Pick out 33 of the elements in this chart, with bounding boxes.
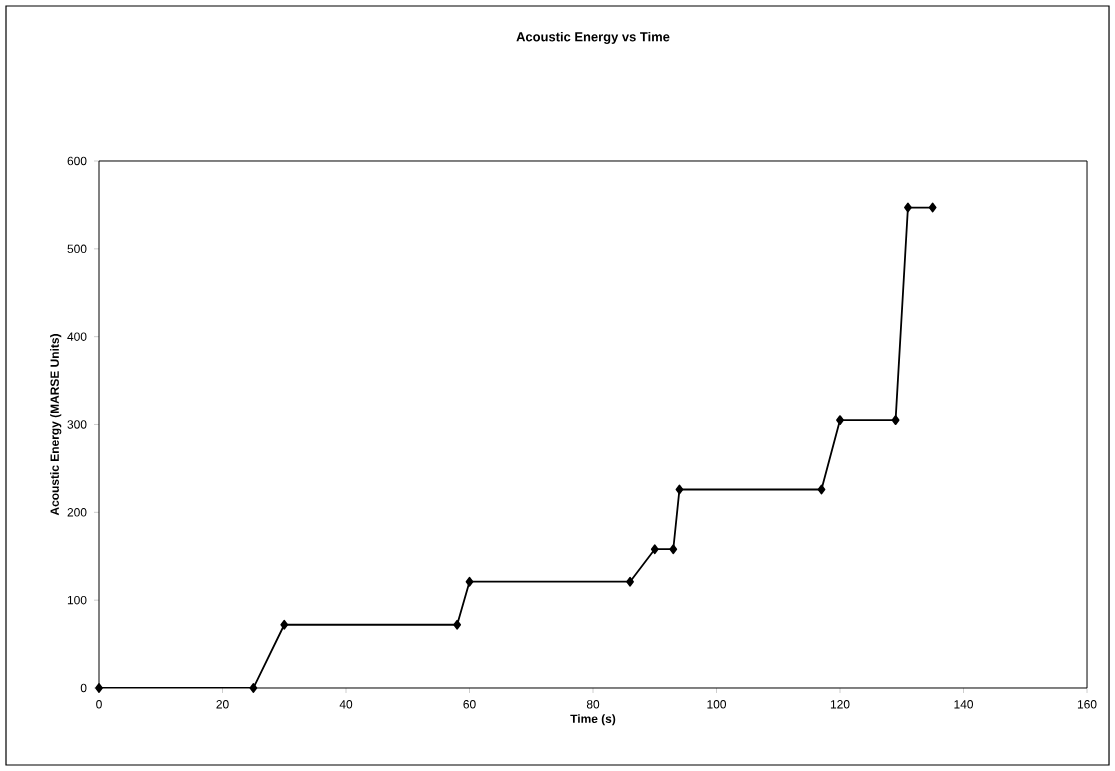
point	[891, 415, 900, 425]
y-tick-label: 600	[67, 156, 87, 166]
y-tick-label: 300	[67, 420, 87, 429]
y-tick-label: 100	[67, 595, 87, 605]
y-tick-label: 400	[67, 332, 87, 341]
y-tick-label: 0	[80, 683, 87, 693]
point	[453, 619, 462, 630]
point	[817, 484, 826, 495]
x-tick-label: 100	[707, 700, 727, 709]
x-tick-label: 0	[96, 700, 102, 709]
x-tick-label: 60	[463, 700, 476, 709]
x-tick-label: 40	[339, 700, 353, 709]
y-tick-label: 200	[67, 508, 87, 517]
point	[928, 202, 937, 213]
point	[95, 683, 103, 693]
point	[280, 619, 289, 630]
point	[249, 683, 258, 693]
y-axis-title: Acoustic Energy (MARSE Units)	[50, 334, 62, 516]
y-tick-label: 500	[67, 244, 87, 254]
x-tick-label: 120	[830, 700, 850, 709]
point	[465, 576, 474, 587]
x-tick-label: 20	[216, 700, 229, 709]
x-tick-label: 140	[954, 700, 974, 709]
x-tick-label: 80	[586, 700, 600, 709]
point	[650, 544, 659, 555]
chart-title: Acoustic Energy vs Time	[516, 31, 670, 44]
point	[669, 544, 678, 555]
point	[626, 576, 634, 587]
x-tick-label: 160	[1077, 700, 1097, 709]
point	[675, 484, 684, 495]
point	[836, 415, 844, 425]
point	[904, 202, 912, 213]
x-axis-title: Time (s)	[570, 714, 616, 726]
